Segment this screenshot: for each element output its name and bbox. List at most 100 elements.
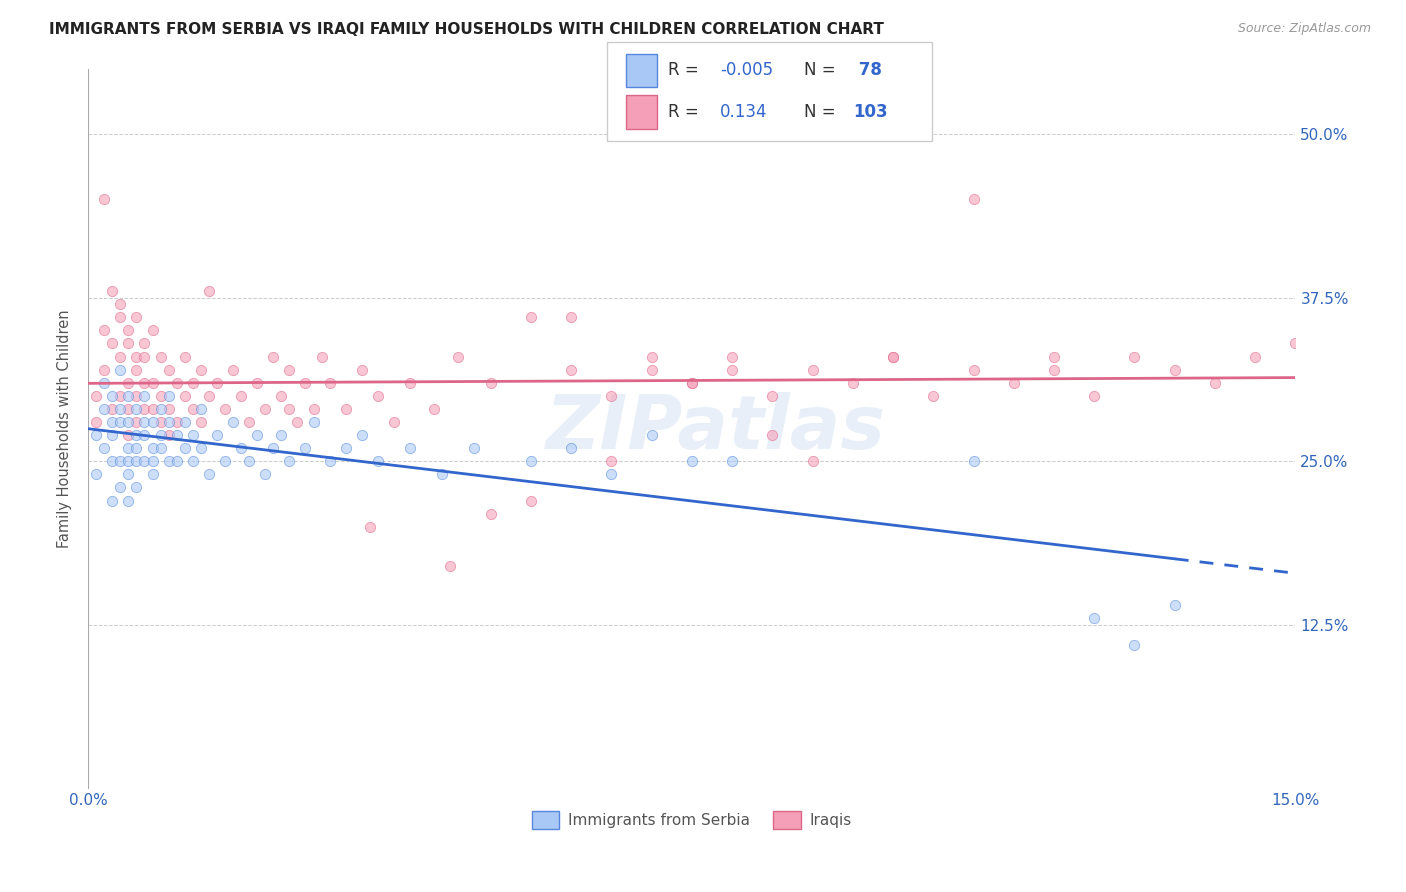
Point	[238, 454, 260, 468]
Point	[141, 401, 163, 416]
Point	[1043, 350, 1066, 364]
Point	[367, 454, 389, 468]
Point	[214, 454, 236, 468]
Point	[157, 389, 180, 403]
Point	[141, 376, 163, 390]
Point	[101, 284, 124, 298]
Point	[134, 389, 156, 403]
Point	[246, 428, 269, 442]
Point	[93, 323, 115, 337]
Point	[125, 428, 148, 442]
Point	[110, 415, 132, 429]
Text: N =: N =	[804, 62, 835, 79]
Point	[382, 415, 405, 429]
Point	[190, 415, 212, 429]
Point	[721, 362, 744, 376]
Point	[166, 428, 188, 442]
Point	[125, 310, 148, 325]
Point	[125, 401, 148, 416]
Point	[134, 376, 156, 390]
Point	[110, 480, 132, 494]
Point	[141, 454, 163, 468]
Point	[1002, 376, 1025, 390]
Point	[166, 454, 188, 468]
Point	[229, 441, 252, 455]
Point	[117, 401, 139, 416]
Point	[962, 193, 984, 207]
Point	[882, 350, 904, 364]
Point	[149, 401, 172, 416]
Point	[93, 362, 115, 376]
Point	[254, 467, 277, 482]
Text: Source: ZipAtlas.com: Source: ZipAtlas.com	[1237, 22, 1371, 36]
Point	[198, 389, 221, 403]
Point	[134, 428, 156, 442]
Point	[181, 428, 204, 442]
Point	[166, 376, 188, 390]
Point	[141, 467, 163, 482]
Point	[432, 467, 454, 482]
Point	[721, 454, 744, 468]
Point	[110, 401, 132, 416]
Point	[439, 559, 461, 574]
Point	[520, 454, 543, 468]
Point	[166, 415, 188, 429]
Point	[1083, 611, 1105, 625]
Point	[294, 441, 316, 455]
Point	[134, 336, 156, 351]
Point	[93, 401, 115, 416]
Point	[93, 441, 115, 455]
Point	[222, 415, 245, 429]
Point	[600, 389, 623, 403]
Point	[125, 441, 148, 455]
Point	[761, 389, 783, 403]
Point	[801, 454, 824, 468]
Text: 0.134: 0.134	[720, 103, 768, 121]
Point	[149, 415, 172, 429]
Point	[721, 350, 744, 364]
Point	[560, 362, 582, 376]
Point	[134, 401, 156, 416]
Point	[294, 376, 316, 390]
Point	[335, 441, 357, 455]
Point	[600, 454, 623, 468]
Point	[101, 428, 124, 442]
Point	[125, 415, 148, 429]
Text: N =: N =	[804, 103, 835, 121]
Point	[359, 519, 381, 533]
Point	[350, 362, 373, 376]
Point	[399, 441, 422, 455]
Point	[640, 428, 662, 442]
Point	[101, 493, 124, 508]
Point	[600, 467, 623, 482]
Y-axis label: Family Households with Children: Family Households with Children	[58, 310, 72, 548]
Point	[278, 401, 301, 416]
Point	[141, 415, 163, 429]
Point	[520, 310, 543, 325]
Point	[101, 454, 124, 468]
Point	[367, 389, 389, 403]
Point	[302, 401, 325, 416]
Point	[399, 376, 422, 390]
Point	[134, 415, 156, 429]
Point	[222, 362, 245, 376]
Point	[157, 415, 180, 429]
Point	[801, 362, 824, 376]
Point	[110, 350, 132, 364]
Point	[447, 350, 470, 364]
Point	[181, 376, 204, 390]
Point	[1123, 350, 1146, 364]
Point	[1204, 376, 1226, 390]
Point	[173, 350, 195, 364]
Point	[93, 376, 115, 390]
Text: 103: 103	[853, 103, 889, 121]
Point	[149, 441, 172, 455]
Point	[173, 441, 195, 455]
Point	[1083, 389, 1105, 403]
Point	[842, 376, 865, 390]
Point	[125, 362, 148, 376]
Point	[157, 362, 180, 376]
Point	[117, 493, 139, 508]
Point	[125, 480, 148, 494]
Point	[84, 389, 107, 403]
